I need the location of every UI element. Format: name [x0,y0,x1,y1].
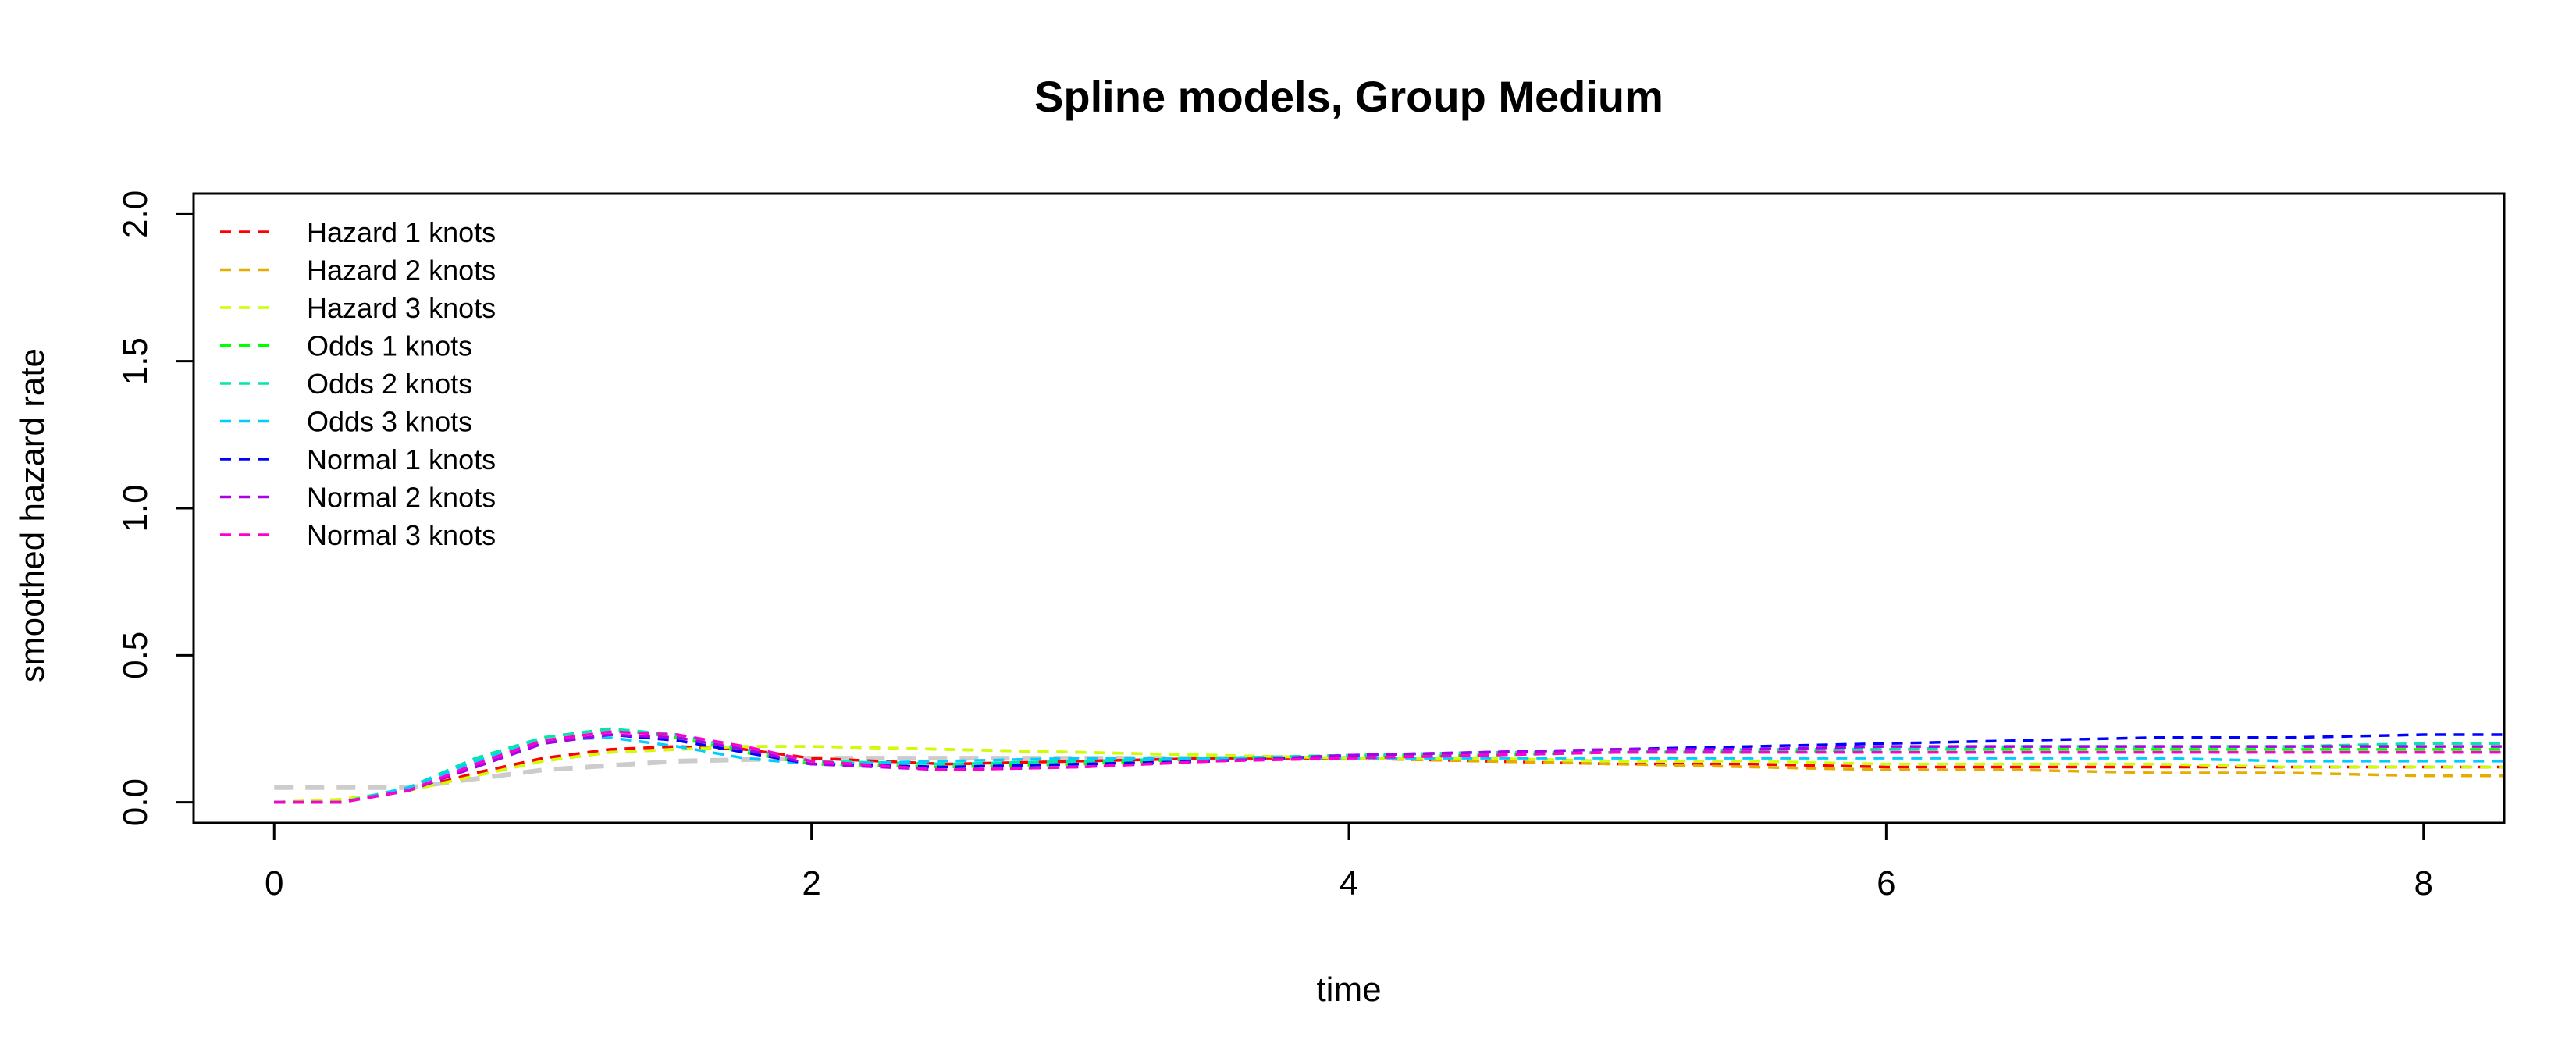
legend-label: Normal 2 knots [307,482,496,514]
chart-title: Spline models, Group Medium [1034,72,1663,121]
x-tick-label: 4 [1340,864,1358,903]
series-line-2 [274,745,2504,804]
y-axis-label: smoothed hazard rate [13,348,52,682]
y-axis: 0.0 0.5 1.0 1.5 2.0 [116,191,194,826]
legend-label: Normal 1 knots [307,443,496,475]
plot-lines [274,727,2504,804]
legend-label: Hazard 2 knots [307,255,496,287]
legend-label: Odds 2 knots [307,368,472,400]
x-tick-label: 2 [802,864,820,903]
y-tick-label: 0.5 [116,632,155,679]
x-axis: 0 2 4 6 8 [265,821,2433,903]
y-tick-label: 0.0 [116,778,155,826]
x-tick-label: 0 [265,864,283,903]
series-line-1 [274,745,2504,804]
legend-label: Hazard 1 knots [307,216,496,248]
legend-label: Odds 3 knots [307,406,472,438]
x-tick-label: 6 [1877,864,1895,903]
legend-label: Hazard 3 knots [307,292,496,324]
series-line-7 [274,733,2504,804]
series-line-3 [274,745,2504,804]
legend-label: Odds 1 knots [307,330,472,362]
legend-label: Normal 3 knots [307,519,496,551]
y-tick-label: 2.0 [116,191,155,238]
legend: Hazard 1 knots Hazard 2 knots Hazard 3 kno… [220,216,496,551]
x-tick-label: 8 [2414,864,2433,903]
y-tick-label: 1.5 [116,337,155,385]
series-line-6 [274,736,2504,804]
series-line-9 [274,730,2504,804]
y-tick-label: 1.0 [116,484,155,532]
x-axis-label: time [1316,970,1381,1009]
